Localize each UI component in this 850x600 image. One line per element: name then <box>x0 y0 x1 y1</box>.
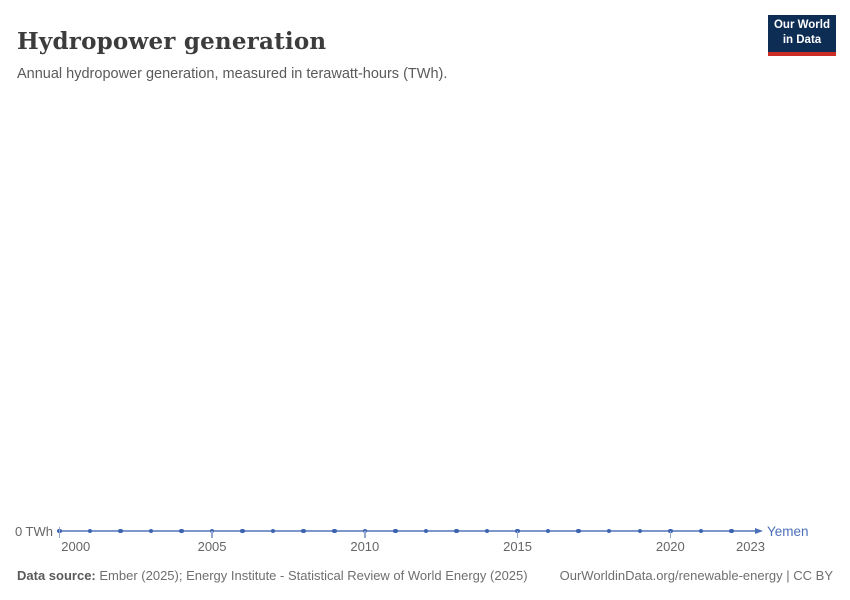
data-point-2009[interactable] <box>332 528 337 534</box>
owid-logo-line1: Our World <box>773 19 830 31</box>
data-point-2002[interactable] <box>118 528 123 534</box>
x-axis-label-2010: 2010 <box>350 539 380 554</box>
data-point-2012[interactable] <box>423 528 429 534</box>
series-line-arrowhead <box>754 527 763 534</box>
data-point-2022[interactable] <box>729 528 734 534</box>
x-axis-tick-2015 <box>516 531 519 538</box>
x-axis-tick-2010 <box>364 531 366 538</box>
data-point-2021[interactable] <box>698 528 704 534</box>
x-axis-tick-2000 <box>58 526 61 538</box>
data-point-2008[interactable] <box>301 528 306 534</box>
data-point-2016[interactable] <box>545 528 551 534</box>
data-point-2003[interactable] <box>148 528 154 534</box>
chart-subtitle: Annual hydropower generation, measured i… <box>17 65 448 82</box>
entity-label-yemen[interactable]: Yemen <box>767 524 809 539</box>
data-source-label: Data source: <box>17 568 96 583</box>
x-axis-label-2005: 2005 <box>197 539 227 554</box>
data-point-2019[interactable] <box>637 528 642 534</box>
chart-footer: Data source: Ember (2025); Energy Instit… <box>17 568 833 583</box>
data-point-2001[interactable] <box>87 528 93 534</box>
data-point-2006[interactable] <box>240 528 245 534</box>
x-axis-label-2020: 2020 <box>655 539 685 554</box>
x-axis-label-2015: 2015 <box>503 539 533 554</box>
data-source-value: Ember (2025); Energy Institute - Statist… <box>99 568 528 583</box>
data-point-2014[interactable] <box>484 528 490 534</box>
x-axis-label-2000: 2000 <box>61 539 91 554</box>
data-point-2011[interactable] <box>393 528 398 534</box>
data-point-2013[interactable] <box>454 528 459 534</box>
owid-license-link[interactable]: OurWorldinData.org/renewable-energy | CC… <box>559 568 833 583</box>
data-point-2004[interactable] <box>179 528 184 534</box>
series-line-yemen <box>59 530 755 532</box>
owid-logo[interactable]: Our World in Data <box>768 15 836 57</box>
owid-logo-line2: in Data <box>782 34 822 47</box>
x-axis-label-2023: 2023 <box>736 539 765 554</box>
data-source-text: Data source: Ember (2025); Energy Instit… <box>17 568 528 583</box>
data-point-2007[interactable] <box>270 528 276 534</box>
x-axis-tick-2020 <box>669 531 672 538</box>
page-title: Hydropower generation <box>17 28 327 56</box>
x-axis-tick-2005 <box>211 531 213 538</box>
data-point-2018[interactable] <box>606 528 612 534</box>
data-point-2017[interactable] <box>576 528 581 534</box>
y-axis-zero-label: 0 TWh <box>14 524 53 539</box>
